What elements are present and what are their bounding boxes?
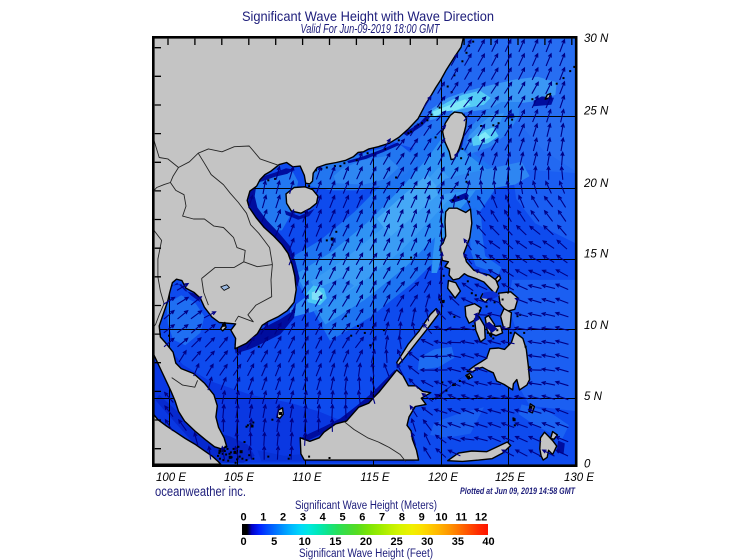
svg-text:30 N: 30 N bbox=[584, 33, 609, 45]
svg-text:8: 8 bbox=[399, 512, 405, 524]
svg-text:105 E: 105 E bbox=[224, 472, 254, 484]
svg-text:20: 20 bbox=[360, 536, 372, 548]
svg-text:0: 0 bbox=[240, 536, 246, 548]
svg-text:125 E: 125 E bbox=[495, 472, 525, 484]
svg-text:Significant Wave Height with W: Significant Wave Height with Wave Direct… bbox=[242, 8, 494, 24]
svg-text:Significant Wave Height (Meter: Significant Wave Height (Meters) bbox=[295, 500, 437, 512]
svg-text:Valid For Jun-09-2019 18:00 GM: Valid For Jun-09-2019 18:00 GMT bbox=[301, 22, 441, 36]
svg-text:10 N: 10 N bbox=[584, 320, 609, 332]
svg-text:40: 40 bbox=[482, 536, 494, 548]
svg-text:5: 5 bbox=[339, 512, 345, 524]
svg-text:15 N: 15 N bbox=[584, 249, 609, 261]
svg-text:100 E: 100 E bbox=[156, 472, 186, 484]
svg-text:1: 1 bbox=[260, 512, 266, 524]
svg-text:30: 30 bbox=[421, 536, 433, 548]
svg-text:10: 10 bbox=[435, 512, 447, 524]
svg-text:Significant Wave Height (Feet): Significant Wave Height (Feet) bbox=[299, 548, 433, 560]
svg-text:0: 0 bbox=[240, 512, 246, 524]
svg-text:6: 6 bbox=[359, 512, 365, 524]
svg-text:110 E: 110 E bbox=[292, 472, 322, 484]
svg-text:115 E: 115 E bbox=[360, 472, 390, 484]
svg-text:120 E: 120 E bbox=[428, 472, 458, 484]
svg-text:9: 9 bbox=[419, 512, 425, 524]
svg-text:130 E: 130 E bbox=[564, 472, 594, 484]
svg-text:2: 2 bbox=[280, 512, 286, 524]
svg-text:Plotted at Jun 09, 2019 14:58: Plotted at Jun 09, 2019 14:58 GMT bbox=[460, 486, 576, 497]
svg-text:25 N: 25 N bbox=[583, 106, 609, 118]
svg-text:15: 15 bbox=[329, 536, 341, 548]
svg-text:35: 35 bbox=[452, 536, 464, 548]
svg-text:20 N: 20 N bbox=[583, 178, 609, 190]
svg-text:4: 4 bbox=[320, 512, 327, 524]
svg-text:3: 3 bbox=[300, 512, 306, 524]
svg-text:0: 0 bbox=[584, 459, 591, 471]
svg-text:10: 10 bbox=[299, 536, 311, 548]
svg-text:25: 25 bbox=[391, 536, 403, 548]
svg-text:12: 12 bbox=[475, 512, 487, 524]
svg-text:11: 11 bbox=[455, 512, 467, 524]
svg-text:7: 7 bbox=[379, 512, 385, 524]
svg-text:5 N: 5 N bbox=[584, 391, 603, 403]
svg-text:5: 5 bbox=[271, 536, 277, 548]
svg-text:oceanweather inc.: oceanweather inc. bbox=[155, 484, 246, 499]
